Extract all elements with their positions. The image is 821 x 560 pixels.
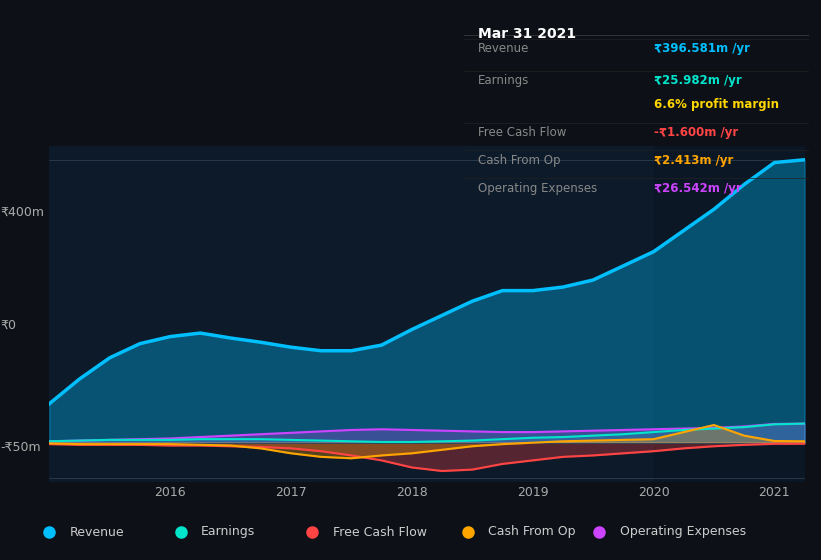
Text: ₹26.542m /yr: ₹26.542m /yr [654,181,741,195]
Text: ₹25.982m /yr: ₹25.982m /yr [654,74,741,87]
Text: Free Cash Flow: Free Cash Flow [333,525,426,539]
Text: Revenue: Revenue [70,525,125,539]
Text: Cash From Op: Cash From Op [488,525,576,539]
Text: 6.6% profit margin: 6.6% profit margin [654,98,778,111]
Text: -₹50m: -₹50m [0,441,41,454]
Text: ₹396.581m /yr: ₹396.581m /yr [654,43,750,55]
Text: Operating Expenses: Operating Expenses [478,181,597,195]
Text: Earnings: Earnings [201,525,255,539]
Bar [654,146,805,482]
Text: Revenue: Revenue [478,43,529,55]
Text: Earnings: Earnings [478,74,529,87]
Text: ₹2.413m /yr: ₹2.413m /yr [654,154,733,167]
Text: Free Cash Flow: Free Cash Flow [478,126,566,139]
Text: ₹400m: ₹400m [0,206,44,219]
Text: Operating Expenses: Operating Expenses [620,525,746,539]
Text: Mar 31 2021: Mar 31 2021 [478,27,576,41]
Text: -₹1.600m /yr: -₹1.600m /yr [654,126,738,139]
Text: ₹0: ₹0 [0,319,16,332]
Text: Cash From Op: Cash From Op [478,154,560,167]
